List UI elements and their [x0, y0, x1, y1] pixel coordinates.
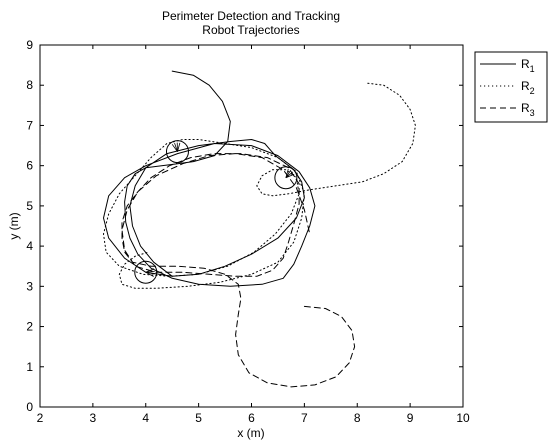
y-tick-label: 8 — [26, 78, 33, 92]
plot-frame — [40, 45, 463, 407]
y-tick-label: 9 — [26, 38, 33, 52]
y-tick-label: 4 — [26, 239, 33, 253]
y-tick-label: 2 — [26, 320, 33, 334]
x-tick-label: 9 — [407, 411, 414, 425]
x-axis-label: x (m) — [237, 426, 264, 440]
x-tick-label: 3 — [90, 411, 97, 425]
y-tick-label: 7 — [26, 118, 33, 132]
x-tick-label: 10 — [456, 411, 470, 425]
y-tick-label: 3 — [26, 279, 33, 293]
y-axis-label: y (m) — [7, 212, 21, 239]
y-tick-label: 1 — [26, 360, 33, 374]
chart-title: Perimeter Detection and Tracking — [162, 9, 340, 23]
y-tick-label: 5 — [26, 199, 33, 213]
legend-box — [475, 52, 547, 122]
y-tick-label: 6 — [26, 159, 33, 173]
series-group — [104, 71, 416, 387]
marker-group — [135, 141, 297, 284]
x-tick-label: 7 — [301, 411, 308, 425]
series-line-r1 — [104, 71, 315, 286]
y-tick-label: 0 — [26, 400, 33, 414]
ticks-group: 2 3 4 5 6 7 8 9 10 0 1 2 3 4 5 6 7 8 9 — [26, 38, 470, 425]
x-tick-label: 4 — [142, 411, 149, 425]
chart-subtitle: Robot Trajectories — [202, 23, 299, 37]
x-tick-label: 8 — [354, 411, 361, 425]
x-tick-label: 5 — [195, 411, 202, 425]
x-tick-label: 6 — [248, 411, 255, 425]
x-tick-label: 2 — [37, 411, 44, 425]
